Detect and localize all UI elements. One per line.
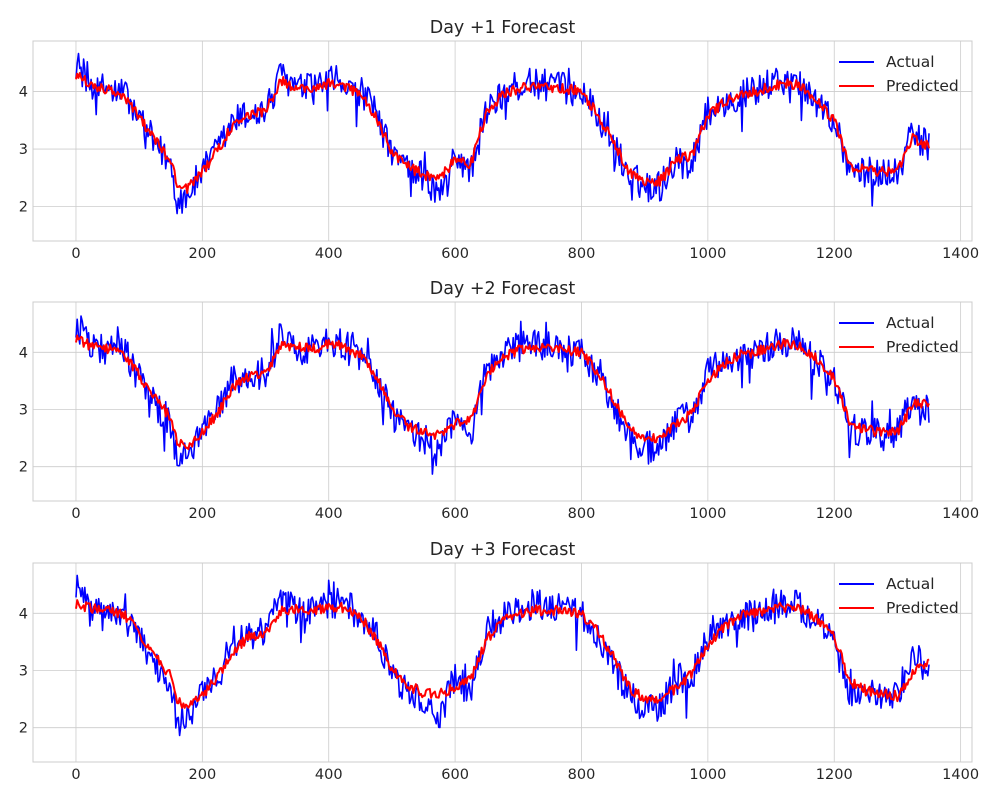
x-tick-label: 600 (441, 246, 469, 262)
x-tick-label: 1400 (942, 767, 979, 783)
x-tick-label: 1200 (816, 767, 853, 783)
axes-frame (32, 562, 973, 763)
series-group (75, 52, 930, 215)
x-tick-label: 200 (189, 246, 217, 262)
chart-title: Day +3 Forecast (430, 540, 576, 560)
predicted-series-line (75, 334, 930, 451)
legend-actual-label: Actual (886, 575, 935, 593)
x-tick-label: 1200 (816, 246, 853, 262)
axes-frame (32, 40, 973, 242)
x-tick-label: 1400 (942, 506, 979, 522)
legend: Actual Predicted (839, 575, 959, 617)
x-tick-label: 0 (71, 506, 80, 522)
x-tick-label: 1000 (689, 767, 726, 783)
actual-series-line (75, 52, 930, 215)
y-tick-label: 2 (19, 721, 28, 737)
legend: Actual Predicted (839, 53, 959, 95)
subplot-3: 0 200 400 600 800 1000 1200 1400 2 3 4 Day +3 Forec… (19, 540, 979, 783)
x-tick-label: 0 (71, 246, 80, 262)
y-tick-label: 4 (19, 345, 28, 361)
x-tick-label: 600 (441, 767, 469, 783)
x-tick-label: 200 (189, 767, 217, 783)
x-tick-label: 400 (315, 767, 343, 783)
chart-title: Day +1 Forecast (430, 18, 576, 38)
plot-area (33, 302, 972, 501)
plot-area (33, 41, 972, 241)
legend-predicted-label: Predicted (886, 77, 959, 95)
x-tick-label: 1200 (816, 506, 853, 522)
x-tick-label: 1000 (689, 506, 726, 522)
y-tick-label: 3 (19, 142, 28, 158)
y-tick-label: 2 (19, 200, 28, 216)
chart-title: Day +2 Forecast (430, 279, 576, 299)
y-tick-label: 3 (19, 664, 28, 680)
y-tick-label: 3 (19, 403, 28, 419)
series-group (75, 315, 930, 475)
subplot-2: 0 200 400 600 800 1000 1200 1400 2 3 4 Day +2 Forec… (19, 279, 979, 522)
x-tick-label: 600 (441, 506, 469, 522)
x-tick-label: 0 (71, 767, 80, 783)
axes-frame (32, 301, 973, 502)
predicted-series-line (75, 72, 930, 194)
x-tick-label: 400 (315, 506, 343, 522)
predicted-series-line (75, 599, 930, 709)
x-tick-label: 1000 (689, 246, 726, 262)
y-tick-label: 4 (19, 85, 28, 101)
x-tick-label: 400 (315, 246, 343, 262)
legend-actual-label: Actual (886, 53, 935, 71)
x-tick-label: 800 (568, 246, 596, 262)
x-tick-label: 200 (189, 506, 217, 522)
x-tick-label: 800 (568, 767, 596, 783)
y-tick-label: 2 (19, 460, 28, 476)
actual-series-line (75, 574, 930, 737)
legend-actual-label: Actual (886, 314, 935, 332)
legend: Actual Predicted (839, 314, 959, 356)
series-group (75, 574, 930, 737)
x-tick-label: 1400 (942, 246, 979, 262)
legend-predicted-label: Predicted (886, 599, 959, 617)
legend-predicted-label: Predicted (886, 338, 959, 356)
x-tick-label: 800 (568, 506, 596, 522)
subplot-1: 0 200 400 600 800 1000 1200 1400 2 3 4 Day +1 Forec… (19, 18, 979, 262)
plot-area (33, 563, 972, 762)
y-tick-label: 4 (19, 606, 28, 622)
